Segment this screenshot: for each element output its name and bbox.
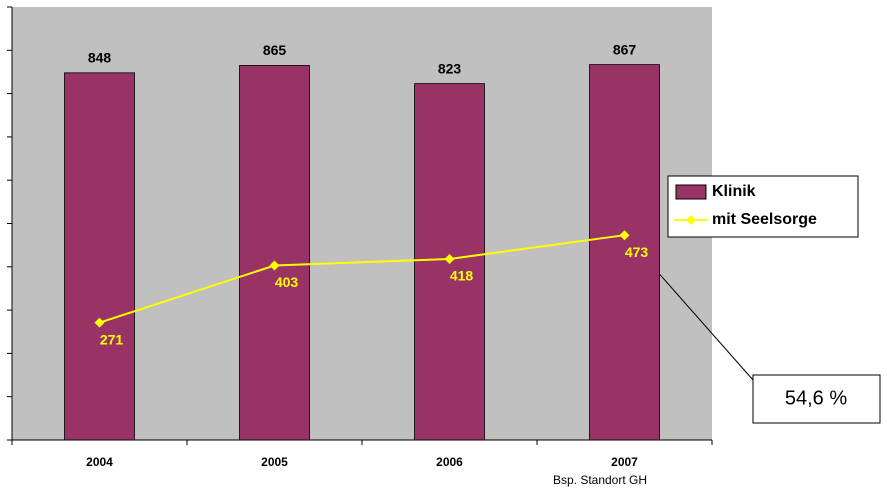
bar [239, 65, 310, 441]
line [99, 234, 625, 324]
bar-label: 865 [263, 42, 287, 58]
bar [589, 64, 660, 441]
bar [64, 72, 135, 441]
line-label: 403 [275, 274, 299, 290]
annotation-box [752, 374, 881, 424]
line-label: 418 [450, 268, 474, 284]
source: Bsp. Standort GH [553, 473, 647, 487]
line-point [94, 317, 105, 328]
legend-swatch [675, 184, 707, 200]
line-point [619, 230, 630, 241]
line-point [444, 254, 455, 265]
line-point [269, 260, 280, 271]
x-tick-label: 2006 [436, 455, 463, 469]
annotation: 54,6 % [785, 387, 847, 409]
line-label: 271 [100, 331, 124, 347]
bar-label: 848 [88, 50, 112, 66]
legend-label: mit Seelsorge [712, 211, 817, 228]
bar [414, 83, 485, 441]
bar-label: 867 [613, 41, 637, 57]
x-tick-label: 2004 [86, 455, 113, 469]
legend-label: Klinik [712, 183, 756, 200]
line-label: 473 [625, 244, 649, 260]
x-tick-label: 2007 [611, 455, 638, 469]
legend-swatch-point [686, 215, 696, 225]
x-tick-label: 2005 [261, 455, 288, 469]
bar-label: 823 [438, 60, 462, 76]
